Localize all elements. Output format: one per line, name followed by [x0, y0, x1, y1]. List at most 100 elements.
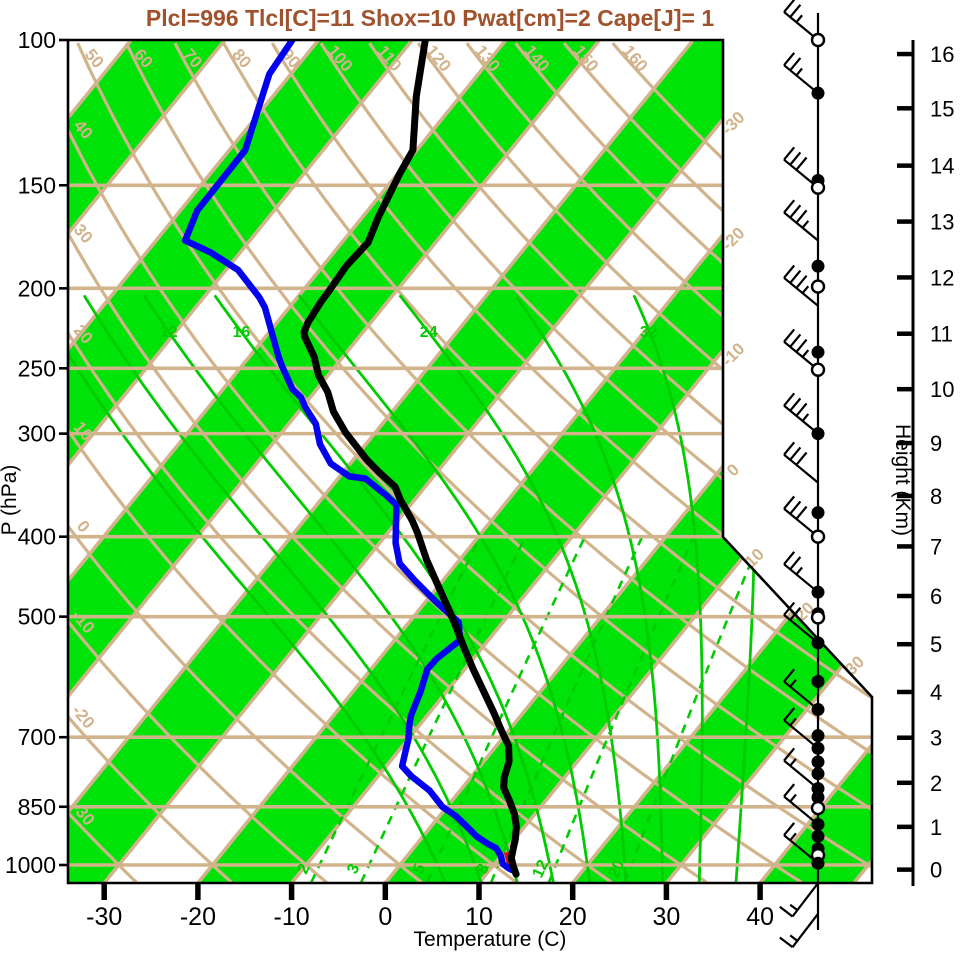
- wind-barb-shaft: [783, 453, 819, 484]
- wind-barb: [783, 199, 819, 242]
- height-tick-label: 13: [930, 210, 954, 235]
- wind-barb: [783, 707, 819, 750]
- moist-adiabat-label: 16: [232, 324, 250, 341]
- pressure-axis-title: P (hPa): [0, 465, 21, 536]
- wind-barb-shaft: [783, 11, 819, 41]
- pressure-tick-label: 250: [18, 355, 56, 381]
- temperature-axis-title: Temperature (C): [414, 928, 567, 951]
- wind-level-dot: [811, 674, 825, 688]
- wind-barb-full: [789, 397, 802, 412]
- wind-barb-full: [789, 57, 802, 71]
- wind-barb-shaft: [783, 158, 819, 189]
- height-tick-label: 12: [930, 265, 954, 290]
- wind-barb-shaft: [783, 680, 819, 711]
- dry-adiabat-top-label: 160: [619, 41, 652, 75]
- height-axis-title: Height (Km): [891, 424, 914, 536]
- dewpoint-curve: [181, 40, 516, 874]
- temperature-tick-label: -20: [180, 903, 216, 931]
- wind-barb: [783, 747, 819, 790]
- wind-barb-shaft: [783, 340, 819, 371]
- wind-barb-shaft: [791, 913, 819, 948]
- temperature-tick-label: 20: [559, 903, 587, 931]
- wind-barb-shaft: [783, 719, 819, 750]
- wind-level-dot: [811, 741, 825, 755]
- dry-adiabat-top-label: 80: [228, 45, 255, 72]
- height-tick-label: 4: [930, 680, 942, 705]
- wind-level-circle: [810, 32, 826, 48]
- wind-barb-half: [789, 758, 797, 767]
- wind-barb: [783, 601, 819, 644]
- wind-barb-full: [795, 156, 808, 171]
- wind-level-dot: [811, 259, 825, 273]
- isotherm-slant-label: 10: [741, 545, 768, 572]
- wind-level-dot: [811, 729, 825, 743]
- height-tick-label: 8: [930, 484, 942, 509]
- wind-barb-full: [783, 199, 796, 214]
- wind-barb: [783, 0, 819, 41]
- wind-barb-half: [789, 934, 799, 942]
- wind-barb: [783, 392, 819, 435]
- wind-level-dot: [811, 817, 825, 831]
- wind-barb-full: [783, 441, 796, 456]
- mixing-ratio-label: 12: [529, 857, 552, 880]
- moist-adiabat-label: 12: [160, 324, 178, 341]
- wind-barb-half: [789, 793, 797, 803]
- height-tick-label: 7: [930, 534, 942, 559]
- height-tick-label: 10: [930, 377, 954, 402]
- wind-barb-half: [789, 717, 797, 727]
- wind-barb-full: [789, 204, 802, 219]
- wind-level-circle: [810, 362, 826, 377]
- moist-adiabat-line: [632, 294, 704, 883]
- wind-barb: [783, 551, 819, 594]
- wind-level-circle: [810, 529, 826, 544]
- wind-level-dot: [811, 790, 825, 804]
- wind-barb-full: [783, 783, 796, 798]
- dry-adiabat-line: [465, 42, 872, 883]
- wind-barb-shaft: [783, 614, 819, 644]
- wind-barb-half: [789, 679, 797, 688]
- wind-barb-full: [783, 668, 796, 683]
- moist-adiabat-line: [68, 294, 447, 883]
- wind-barb-full: [779, 905, 794, 918]
- wind-level-circle: [810, 610, 826, 625]
- wind-barb-shaft: [791, 882, 819, 918]
- pressure-tick-label: 500: [18, 604, 56, 630]
- mixing-ratio-line: [547, 536, 695, 883]
- dry-adiabat-line: [319, 42, 872, 883]
- dry-adiabat-line: [68, 42, 328, 883]
- dry-adiabat-line: [68, 42, 613, 883]
- wind-level-dot: [811, 829, 825, 843]
- pressure-tick-label: 150: [18, 172, 56, 198]
- isotherm-line: [68, 40, 320, 883]
- isotherm-line: [68, 40, 602, 883]
- isotherm-line: [68, 40, 227, 883]
- height-tick-label: 2: [930, 771, 942, 796]
- height-tick-label: 3: [930, 726, 942, 751]
- temperature-curve: [300, 40, 520, 878]
- wind-level-dot: [811, 427, 825, 441]
- wind-barb-half: [801, 413, 810, 422]
- wind-barb: [783, 495, 819, 538]
- green-band: [68, 40, 787, 883]
- wind-barb-full: [783, 495, 796, 510]
- wind-barb: [783, 441, 819, 484]
- wind-barb-full: [783, 601, 796, 616]
- dry-adiabat-line: [68, 42, 233, 883]
- wind-barb: [783, 668, 819, 711]
- pressure-tick-label: 100: [18, 27, 56, 53]
- wind-barb-full: [783, 392, 796, 407]
- wind-barb: [779, 882, 819, 918]
- temperature-tick-label: 30: [652, 903, 680, 931]
- height-tick-label: 11: [930, 322, 953, 347]
- wind-barb-half: [789, 832, 797, 842]
- mixing-ratio-lines: [310, 536, 763, 883]
- wind-barb-shaft: [783, 211, 819, 242]
- temperature-tick-label: 40: [746, 903, 774, 931]
- wind-level-circle: [810, 180, 826, 195]
- isotherm-slant-label: 30: [841, 652, 868, 679]
- wind-barb-shaft: [783, 795, 819, 826]
- wind-barb-shaft: [783, 563, 819, 594]
- moist-adiabat-line: [82, 294, 483, 883]
- wind-level-dot: [811, 86, 825, 100]
- wind-barb-half: [789, 903, 799, 912]
